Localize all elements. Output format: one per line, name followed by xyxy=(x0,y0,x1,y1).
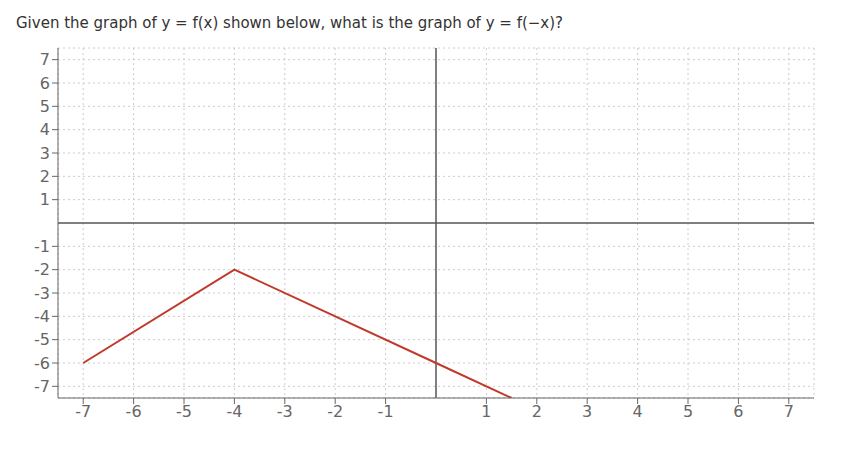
svg-text:6: 6 xyxy=(733,402,743,421)
svg-text:2: 2 xyxy=(532,402,542,421)
svg-text:6: 6 xyxy=(40,74,50,93)
svg-text:-3: -3 xyxy=(277,402,293,421)
svg-text:1: 1 xyxy=(481,402,491,421)
svg-text:-6: -6 xyxy=(126,402,142,421)
svg-text:3: 3 xyxy=(40,144,50,163)
svg-text:-7: -7 xyxy=(34,377,50,396)
svg-text:5: 5 xyxy=(683,402,693,421)
svg-text:7: 7 xyxy=(784,402,794,421)
svg-text:-1: -1 xyxy=(378,402,394,421)
svg-text:3: 3 xyxy=(582,402,592,421)
svg-text:7: 7 xyxy=(40,50,50,69)
svg-text:1: 1 xyxy=(40,190,50,209)
svg-text:-5: -5 xyxy=(34,330,50,349)
svg-text:-7: -7 xyxy=(75,402,91,421)
svg-text:-2: -2 xyxy=(34,260,50,279)
html-text:Given the graph of y = f(x) sh: Given the graph of y = f(x) shown below,… xyxy=(16,14,563,32)
svg-text:-4: -4 xyxy=(226,402,242,421)
svg-text:-3: -3 xyxy=(34,284,50,303)
svg-text:-6: -6 xyxy=(34,354,50,373)
svg-text:-1: -1 xyxy=(34,237,50,256)
svg-text:4: 4 xyxy=(633,402,643,421)
svg-text:-5: -5 xyxy=(176,402,192,421)
svg-text:4: 4 xyxy=(40,120,50,139)
svg-text:5: 5 xyxy=(40,97,50,116)
svg-text:-4: -4 xyxy=(34,307,50,326)
svg-text:2: 2 xyxy=(40,167,50,186)
svg-text:-2: -2 xyxy=(327,402,343,421)
